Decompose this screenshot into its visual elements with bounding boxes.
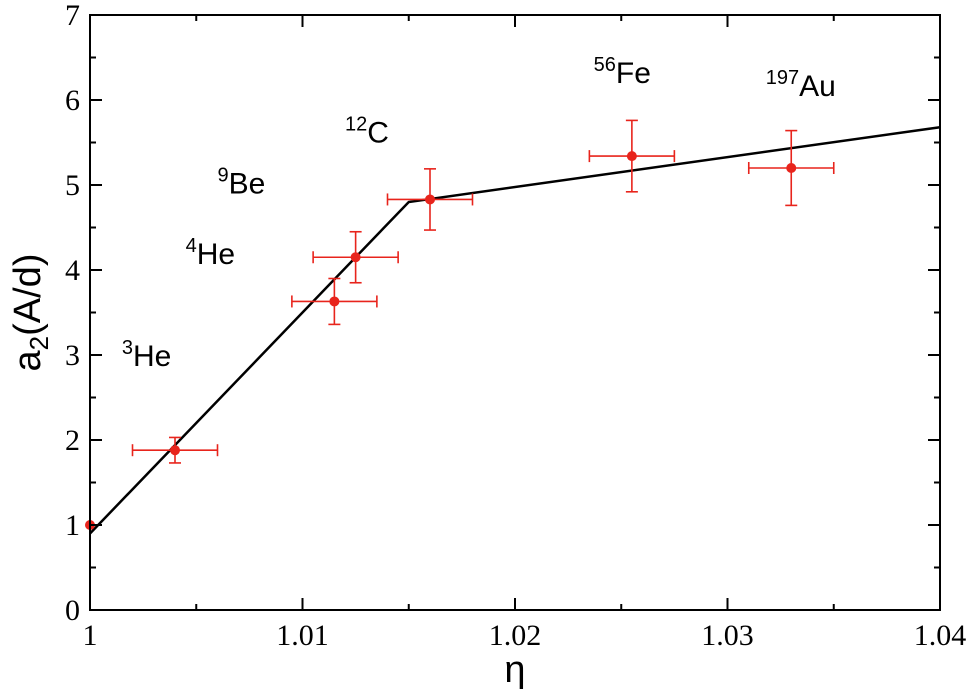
x-tick-label: 1.02 [489, 619, 542, 652]
y-tick-label: 4 [65, 254, 80, 287]
element-symbol: C [367, 117, 389, 150]
x-tick-label: 1.01 [276, 619, 329, 652]
ticks-group [89, 14, 941, 611]
element-symbol: Be [229, 168, 266, 201]
y-axis-title-rest: (A/d) [7, 254, 49, 336]
y-tick-label: 3 [65, 339, 80, 372]
data-point [626, 151, 637, 162]
data-point [329, 296, 340, 307]
data-point [170, 445, 180, 456]
y-tick-label: 7 [65, 0, 80, 32]
y-tick-label: 5 [65, 169, 80, 202]
x-tick-label: 1 [83, 619, 98, 652]
nucleus-label: 4He [186, 235, 235, 271]
data-point [425, 194, 435, 205]
nucleus-label: 12C [345, 114, 389, 150]
plot-frame [89, 14, 941, 611]
x-tick-label: 1.04 [914, 619, 967, 652]
y-axis-title-sub: 2 [24, 336, 54, 350]
nucleus-label: 3He [122, 337, 171, 373]
fit-line [89, 125, 941, 535]
mass-number: 197 [766, 67, 799, 89]
data-point [350, 252, 361, 263]
element-symbol: He [133, 340, 171, 373]
element-symbol: Au [799, 70, 836, 103]
fit-line-group [89, 125, 941, 535]
element-symbol: Fe [616, 57, 651, 90]
mass-number: 12 [345, 114, 367, 136]
mass-number: 56 [594, 54, 616, 76]
nucleus-label: 197Au [766, 67, 836, 103]
nucleus-label: 56Fe [594, 54, 651, 90]
mass-number: 3 [122, 337, 133, 359]
mass-number: 9 [218, 165, 229, 187]
y-tick-label: 1 [65, 509, 80, 542]
nucleus-label: 9Be [218, 165, 266, 201]
element-symbol: He [197, 238, 235, 271]
y-axis-title-main: a [7, 349, 49, 371]
x-axis-title: η [504, 649, 525, 689]
y-tick-label: 2 [65, 424, 80, 457]
y-tick-label: 0 [65, 594, 80, 627]
data-point [786, 163, 797, 173]
y-axis-title: a2(A/d) [7, 254, 54, 372]
y-tick-label: 6 [65, 84, 80, 117]
data-points-group [85, 151, 797, 530]
mass-number: 4 [186, 235, 197, 257]
x-tick-label: 1.03 [701, 619, 754, 652]
